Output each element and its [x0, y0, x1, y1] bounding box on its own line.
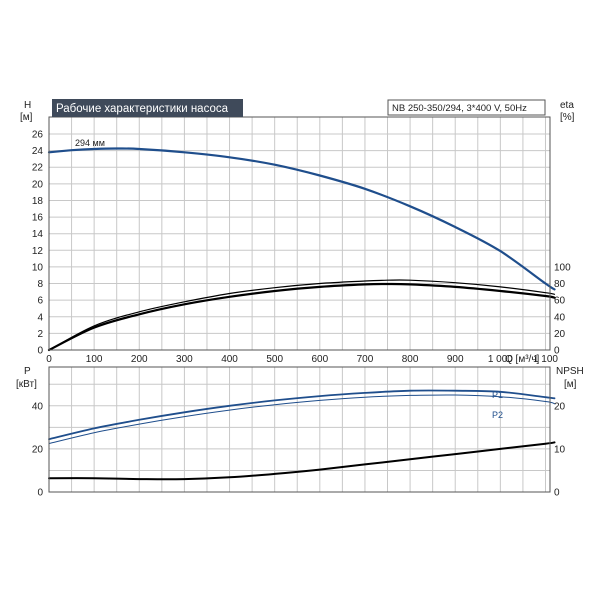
bottom-chart-grid: [48, 367, 550, 493]
npsh-curve: [48, 441, 556, 481]
eta-tick-label: 60: [554, 296, 566, 307]
eta-tick-label: 100: [554, 262, 571, 273]
x-tick-label: 400: [221, 354, 238, 365]
x-tick-label: 1 100: [533, 354, 558, 365]
p2-label: P2: [492, 410, 503, 420]
head-tick-label: 26: [32, 130, 44, 141]
power-tick-label: 40: [32, 401, 44, 412]
x-tick-label: 1 000: [488, 354, 513, 365]
x-tick-label: 300: [176, 354, 193, 365]
chart-title: Рабочие характеристики насоса: [56, 103, 229, 115]
head-tick-label: 20: [32, 179, 44, 190]
x-tick-label: 900: [447, 354, 464, 365]
head-tick-label: 22: [32, 163, 44, 174]
curves: [47, 147, 556, 481]
eta-curve-upper: [48, 279, 556, 351]
npsh-tick-label: 0: [554, 488, 560, 499]
x-tick-label: 500: [266, 354, 283, 365]
eta-tick-label: 20: [554, 329, 566, 340]
npsh-axis-unit: [м]: [564, 379, 577, 390]
head-tick-label: 16: [32, 213, 44, 224]
x-tick-label: 100: [86, 354, 103, 365]
npsh-axis-label: NPSH: [556, 366, 584, 377]
x-tick-label: 600: [311, 354, 328, 365]
power-tick-label: 0: [37, 488, 43, 499]
x-tick-label: 0: [46, 354, 52, 365]
eta-tick-label: 0: [554, 346, 560, 357]
head-tick-label: 18: [32, 196, 44, 207]
eta-curve-lower: [47, 282, 556, 352]
npsh-tick-label: 10: [554, 444, 566, 455]
head-tick-label: 14: [32, 229, 44, 240]
x-tick-label: 200: [131, 354, 148, 365]
head-curve: [47, 147, 556, 291]
head-tick-label: 10: [32, 262, 44, 273]
head-tick-label: 2: [37, 329, 43, 340]
x-tick-label: 800: [402, 354, 419, 365]
npsh-tick-label: 20: [554, 401, 566, 412]
head-tick-label: 8: [37, 279, 43, 290]
tick-labels: 0 100 200 300 400 500 600 700 800 900 1 000 1 10002…: [32, 130, 571, 499]
head-axis-label: H: [24, 100, 31, 111]
pump-info: NB 250-350/294, 3*400 V, 50Hz: [392, 103, 527, 114]
flow-axis-unit: Q [м³/ч]: [505, 354, 540, 365]
p1-label: P1: [492, 390, 503, 400]
eta-tick-label: 80: [554, 279, 566, 290]
impeller-diameter-label: 294 мм: [75, 138, 105, 148]
head-tick-label: 24: [32, 146, 44, 157]
top-chart-grid: [48, 117, 550, 351]
power-tick-label: 20: [32, 444, 44, 455]
eta-axis-label: eta: [560, 100, 574, 111]
pump-info-box: [387, 99, 546, 116]
power-axis-label: P: [24, 366, 31, 377]
eta-axis-unit: [%]: [560, 112, 575, 123]
top-chart-frame: [48, 116, 551, 351]
head-tick-label: 6: [37, 296, 43, 307]
bottom-chart-frame: [48, 366, 551, 493]
power-axis-unit: [кВт]: [16, 379, 37, 390]
p2-power-curve: [48, 394, 555, 444]
eta-tick-label: 40: [554, 312, 566, 323]
head-tick-label: 0: [37, 346, 43, 357]
p1-power-curve: [48, 389, 556, 441]
head-tick-label: 12: [32, 246, 44, 257]
head-tick-label: 4: [37, 312, 43, 323]
head-axis-unit: [м]: [20, 112, 33, 123]
title-background: [52, 99, 243, 117]
x-tick-label: 700: [357, 354, 374, 365]
